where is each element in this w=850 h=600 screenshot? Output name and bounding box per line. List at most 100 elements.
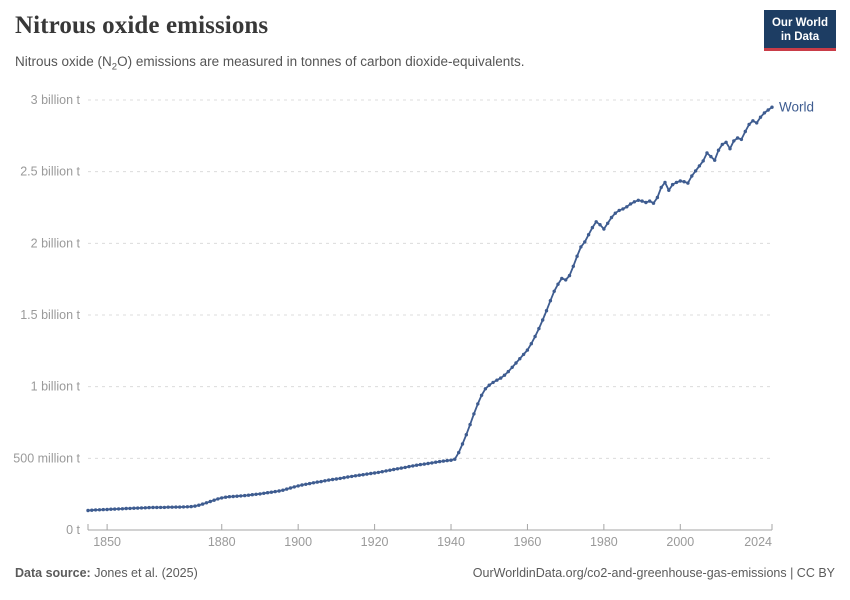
data-point-marker[interactable] (399, 466, 403, 470)
data-point-marker[interactable] (758, 115, 763, 119)
footer-credit-link[interactable]: OurWorldinData.org/co2-and-greenhouse-ga… (472, 566, 835, 580)
data-point-marker[interactable] (445, 458, 449, 463)
data-point-marker[interactable] (185, 505, 190, 509)
data-point-marker[interactable] (487, 383, 491, 387)
data-point-marker[interactable] (495, 378, 499, 382)
data-point-marker[interactable] (713, 158, 717, 162)
data-point-marker[interactable] (136, 506, 140, 510)
data-point-marker[interactable] (606, 221, 610, 225)
data-point-marker[interactable] (151, 505, 155, 510)
data-point-marker[interactable] (670, 182, 675, 187)
data-point-marker[interactable] (728, 147, 732, 151)
data-point-marker[interactable] (667, 188, 671, 192)
data-point-marker[interactable] (357, 473, 361, 477)
data-point-marker[interactable] (506, 369, 510, 374)
data-point-marker[interactable] (342, 476, 346, 480)
data-point-marker[interactable] (250, 493, 254, 497)
data-point-marker[interactable] (541, 318, 545, 322)
data-point-marker[interactable] (594, 220, 598, 224)
data-point-marker[interactable] (483, 387, 488, 391)
data-point-marker[interactable] (265, 491, 270, 495)
data-point-marker[interactable] (376, 470, 381, 475)
data-point-marker[interactable] (743, 129, 747, 134)
data-point-marker[interactable] (422, 462, 426, 466)
data-point-marker[interactable] (231, 494, 235, 499)
data-point-marker[interactable] (701, 159, 705, 163)
data-point-marker[interactable] (499, 376, 503, 380)
data-point-marker[interactable] (227, 495, 232, 499)
data-point-marker[interactable] (243, 493, 247, 498)
data-point-marker[interactable] (636, 198, 640, 202)
data-point-marker[interactable] (93, 508, 98, 512)
data-point-marker[interactable] (296, 484, 300, 488)
data-point-marker[interactable] (350, 474, 354, 479)
data-point-marker[interactable] (735, 136, 740, 140)
data-point-marker[interactable] (147, 505, 151, 510)
data-point-marker[interactable] (105, 507, 109, 512)
data-point-marker[interactable] (552, 289, 556, 293)
data-point-marker[interactable] (334, 477, 339, 481)
data-point-marker[interactable] (311, 481, 316, 485)
data-point-marker[interactable] (262, 491, 266, 495)
data-point-marker[interactable] (197, 503, 201, 507)
data-point-marker[interactable] (460, 442, 465, 446)
data-point-marker[interactable] (395, 467, 400, 471)
data-point-marker[interactable] (579, 245, 583, 249)
data-point-marker[interactable] (208, 499, 212, 504)
series-label-world[interactable]: World (779, 100, 814, 115)
data-point-marker[interactable] (369, 471, 373, 476)
data-point-marker[interactable] (770, 105, 774, 109)
data-point-marker[interactable] (548, 299, 553, 303)
data-point-marker[interactable] (449, 458, 453, 462)
data-point-marker[interactable] (697, 164, 702, 168)
data-point-marker[interactable] (411, 464, 415, 468)
owid-logo[interactable]: Our World in Data (763, 10, 836, 52)
data-point-marker[interactable] (625, 205, 629, 209)
data-point-marker[interactable] (464, 433, 468, 437)
data-point-marker[interactable] (510, 365, 514, 369)
data-point-marker[interactable] (564, 278, 568, 282)
data-point-marker[interactable] (193, 504, 197, 508)
data-point-marker[interactable] (120, 507, 125, 511)
data-point-marker[interactable] (529, 342, 533, 346)
data-point-marker[interactable] (762, 111, 767, 115)
data-point-marker[interactable] (430, 461, 434, 465)
data-point-marker[interactable] (739, 137, 744, 142)
data-point-marker[interactable] (162, 505, 167, 510)
data-point-marker[interactable] (273, 489, 277, 494)
data-point-marker[interactable] (418, 462, 423, 467)
data-point-marker[interactable] (468, 422, 472, 427)
data-point-marker[interactable] (288, 486, 293, 490)
data-point-marker[interactable] (476, 402, 480, 406)
world-series-line[interactable] (87, 106, 773, 512)
data-point-marker[interactable] (380, 470, 384, 474)
data-point-marker[interactable] (166, 505, 170, 509)
data-point-marker[interactable] (659, 185, 663, 190)
data-point-marker[interactable] (246, 493, 251, 497)
data-point-marker[interactable] (315, 480, 319, 484)
data-point-marker[interactable] (525, 348, 530, 352)
data-point-marker[interactable] (258, 492, 262, 496)
data-point-marker[interactable] (132, 506, 136, 510)
data-point-marker[interactable] (174, 505, 178, 509)
data-point-marker[interactable] (269, 490, 274, 494)
data-point-marker[interactable] (663, 180, 667, 185)
data-point-marker[interactable] (590, 225, 595, 230)
data-point-marker[interactable] (705, 151, 709, 155)
data-point-marker[interactable] (90, 508, 94, 512)
data-point-marker[interactable] (372, 471, 377, 475)
data-point-marker[interactable] (571, 264, 575, 268)
data-point-marker[interactable] (277, 489, 281, 493)
data-point-marker[interactable] (491, 380, 495, 385)
data-point-marker[interactable] (434, 460, 438, 464)
data-point-marker[interactable] (521, 352, 526, 357)
data-point-marker[interactable] (640, 199, 644, 203)
data-point-marker[interactable] (403, 465, 407, 470)
data-point-marker[interactable] (514, 361, 518, 365)
data-point-marker[interactable] (747, 122, 751, 127)
data-point-marker[interactable] (586, 233, 591, 237)
data-point-marker[interactable] (632, 200, 637, 204)
data-point-marker[interactable] (139, 506, 144, 510)
data-point-marker[interactable] (732, 139, 736, 143)
data-point-marker[interactable] (124, 506, 128, 511)
